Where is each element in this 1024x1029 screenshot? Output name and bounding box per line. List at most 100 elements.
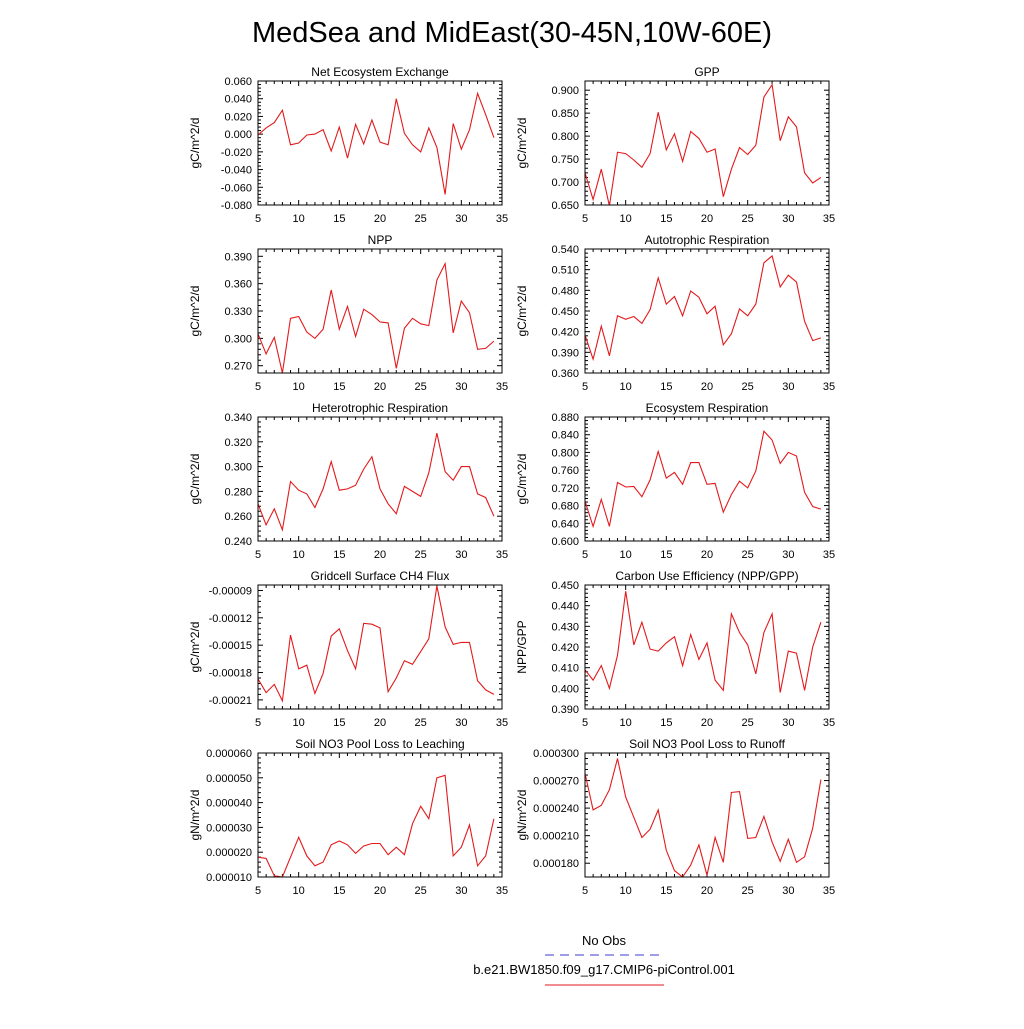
- plot-frame: [257, 248, 503, 374]
- y-tick-label: 0.000010: [206, 872, 252, 884]
- y-axis-label: gC/m^2/d: [188, 118, 202, 169]
- x-tick-label: 35: [496, 549, 508, 561]
- y-tick-label: 0.020: [224, 111, 252, 123]
- y-tick-label: 0.300: [224, 333, 252, 345]
- y-tick-label: 0.760: [551, 465, 579, 477]
- chart-panel: Gridcell Surface CH4 Flux gC/m^2/d 5 10 15 20…: [188, 569, 508, 729]
- y-tick-label: 0.270: [224, 361, 252, 373]
- y-tick-label: 0.680: [551, 501, 579, 513]
- series-line: [585, 430, 822, 529]
- chart-title: NPP: [368, 233, 393, 247]
- y-tick-label: 0.450: [551, 306, 579, 318]
- y-tick-label: 0.800: [551, 131, 579, 143]
- x-tick-label: 10: [620, 213, 632, 225]
- y-tick-label: -0.00015: [209, 640, 252, 652]
- y-tick-label: 0.280: [224, 486, 252, 498]
- x-tick-label: 5: [582, 213, 588, 225]
- plot-frame: [257, 416, 503, 542]
- main-title: MedSea and MidEast(30-45N,10W-60E): [252, 17, 772, 49]
- y-tick-label: 0.360: [551, 368, 579, 380]
- legend: No Obs b.e21.BW1850.f09_g17.CMIP6-piCont…: [473, 933, 735, 986]
- x-tick-label: 20: [701, 549, 713, 561]
- y-tick-label: 0.000240: [533, 803, 579, 815]
- x-tick-label: 20: [701, 717, 713, 729]
- x-tick-label: 15: [333, 381, 345, 393]
- x-tick-label: 10: [293, 549, 305, 561]
- legend-label-obs: No Obs: [582, 933, 627, 948]
- x-tick-label: 20: [374, 381, 386, 393]
- y-tick-label: 0.850: [551, 108, 579, 120]
- chart-panel: Autotrophic Respiration gC/m^2/d 5 10 15 20 25…: [515, 233, 835, 393]
- y-tick-label: 0.000270: [533, 776, 579, 788]
- x-tick-label: 5: [582, 717, 588, 729]
- chart-title: Carbon Use Efficiency (NPP/GPP): [615, 569, 798, 583]
- x-tick-label: 10: [293, 213, 305, 225]
- y-tick-label: 0.260: [224, 511, 252, 523]
- x-tick-label: 15: [660, 717, 672, 729]
- y-axis-label: NPP/GPP: [515, 620, 529, 673]
- x-tick-label: 15: [333, 549, 345, 561]
- y-tick-label: 0.390: [551, 704, 579, 716]
- y-tick-label: 0.390: [551, 347, 579, 359]
- y-tick-label: 0.000180: [533, 858, 579, 870]
- y-tick-label: 0.480: [551, 285, 579, 297]
- x-tick-label: 30: [782, 549, 794, 561]
- y-axis-label: gC/m^2/d: [188, 286, 202, 337]
- y-axis-label: gN/m^2/d: [515, 790, 529, 841]
- x-tick-label: 20: [701, 213, 713, 225]
- series-line: [258, 261, 495, 373]
- y-axis-label: gC/m^2/d: [515, 286, 529, 337]
- chart-panel: GPP gC/m^2/d 5 10 15 20 25 30 35 0.650 0.700 0.750 0…: [515, 65, 835, 225]
- y-axis-label: gC/m^2/d: [515, 118, 529, 169]
- x-tick-label: 10: [620, 381, 632, 393]
- x-tick-label: 5: [255, 381, 261, 393]
- chart-title: Gridcell Surface CH4 Flux: [311, 569, 450, 583]
- y-tick-label: 0.000: [224, 129, 252, 141]
- x-tick-label: 35: [496, 213, 508, 225]
- x-tick-label: 15: [333, 213, 345, 225]
- x-tick-label: 30: [455, 717, 467, 729]
- x-tick-label: 35: [496, 885, 508, 897]
- y-tick-label: 0.390: [224, 251, 252, 263]
- y-tick-label: -0.00009: [209, 585, 252, 597]
- x-tick-label: 20: [374, 885, 386, 897]
- x-tick-label: 25: [415, 549, 427, 561]
- x-tick-label: 20: [374, 213, 386, 225]
- chart-title: Ecosystem Respiration: [646, 401, 769, 415]
- y-tick-label: -0.080: [221, 200, 252, 212]
- x-tick-label: 20: [374, 549, 386, 561]
- chart-panel: Ecosystem Respiration gC/m^2/d 5 10 15 20 25 30…: [515, 401, 835, 561]
- x-tick-label: 35: [823, 549, 835, 561]
- y-tick-label: -0.060: [221, 182, 252, 194]
- plot-frame: [584, 80, 830, 206]
- x-tick-label: 30: [455, 549, 467, 561]
- x-tick-label: 25: [415, 213, 427, 225]
- y-tick-label: 0.430: [551, 621, 579, 633]
- y-tick-label: 0.000050: [206, 773, 252, 785]
- y-tick-label: 0.420: [551, 327, 579, 339]
- y-tick-label: 0.360: [224, 279, 252, 291]
- x-tick-label: 25: [742, 549, 754, 561]
- y-tick-label: 0.800: [551, 447, 579, 459]
- y-tick-label: 0.060: [224, 76, 252, 88]
- chart-panel: Soil NO3 Pool Loss to Leaching gN/m^2/d 5 1…: [188, 737, 508, 897]
- y-tick-label: 0.600: [551, 536, 579, 548]
- x-tick-label: 5: [582, 549, 588, 561]
- y-tick-label: 0.000030: [206, 822, 252, 834]
- x-tick-label: 35: [823, 213, 835, 225]
- series-line: [258, 432, 495, 532]
- x-tick-label: 10: [293, 381, 305, 393]
- y-tick-label: 0.650: [551, 200, 579, 212]
- y-tick-label: 0.450: [551, 580, 579, 592]
- series-line: [585, 254, 822, 362]
- plot-frame: [584, 248, 830, 374]
- y-tick-label: 0.410: [551, 663, 579, 675]
- x-tick-label: 10: [293, 717, 305, 729]
- x-tick-label: 35: [823, 885, 835, 897]
- y-tick-label: 0.750: [551, 154, 579, 166]
- x-tick-label: 30: [455, 213, 467, 225]
- x-tick-label: 25: [415, 381, 427, 393]
- x-tick-label: 5: [255, 213, 261, 225]
- x-tick-label: 10: [620, 885, 632, 897]
